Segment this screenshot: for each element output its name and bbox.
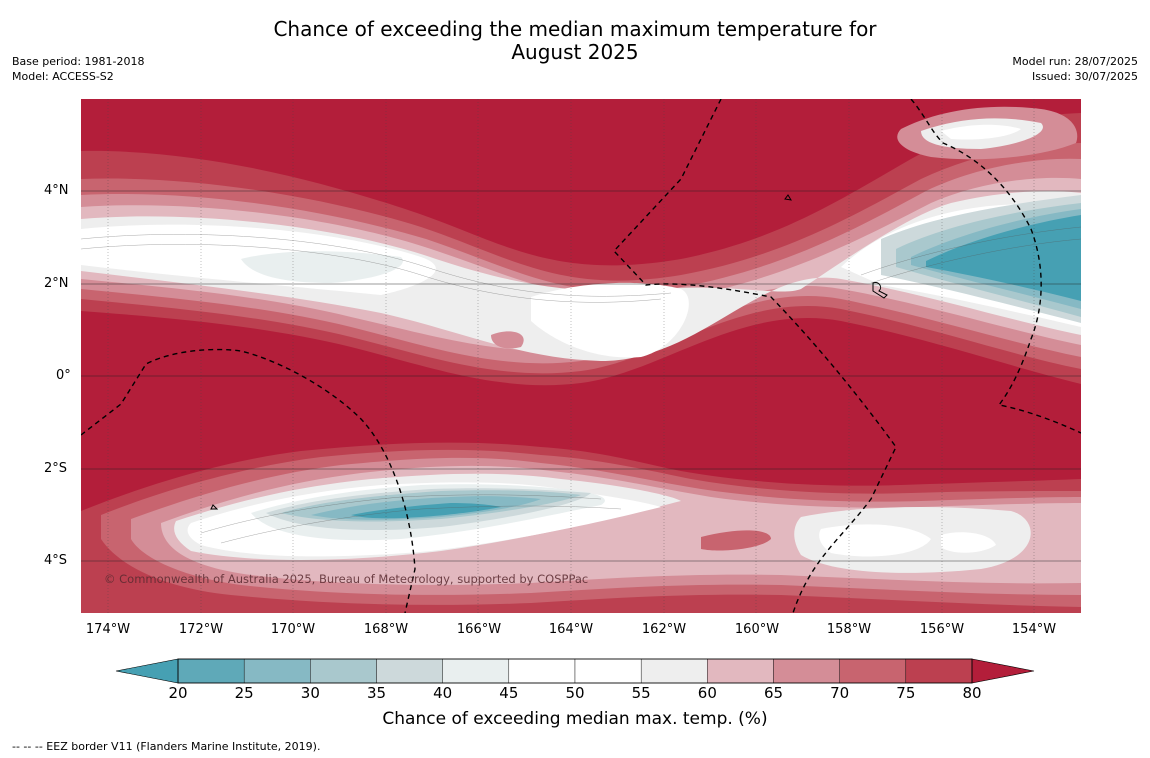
forecast-map-svg [81,99,1081,613]
colorbar-tick-label: 20 [168,684,188,702]
lon-label-166w: 166°W [456,622,502,637]
islands [210,194,888,510]
colorbar-tick-label: 45 [499,684,519,702]
lon-label-168w: 168°W [363,622,409,637]
base-period: Base period: 1981-2018 [12,55,145,68]
colorbar-over-triangle [971,658,1035,684]
colorbar-tick-label: 65 [763,684,784,702]
lat-label-4n: 4°N [44,183,69,198]
map-title-line1: Chance of exceeding the median maximum t… [273,17,877,41]
forecast-map [81,99,1081,613]
lon-label-160w: 160°W [734,622,780,637]
contour-50-south-east-a [819,524,931,557]
colorbar-segment [905,658,973,684]
contour-60-north [81,177,1081,351]
colorbar-segment [839,658,907,684]
lon-label-170w: 170°W [270,622,316,637]
latitude-lines [81,190,1081,562]
colorbar-segment [773,658,840,684]
lat-label-0: 0° [56,368,71,383]
colorbar-segment [640,658,708,684]
copyright-notice: © Commonwealth of Australia 2025, Bureau… [104,572,589,586]
meta-right: Model run: 28/07/2025 Issued: 30/07/2025 [1012,54,1138,84]
eez-borders [81,99,1081,613]
colorbar-under-triangle [115,658,179,684]
lon-label-174w: 174°W [85,622,131,637]
lon-label-172w: 172°W [178,622,224,637]
lon-label-158w: 158°W [826,622,872,637]
meta-left: Base period: 1981-2018 Model: ACCESS-S2 [12,54,144,84]
colorbar-segment [177,658,245,684]
colorbar-tick-label: 75 [896,684,916,702]
lon-label-156w: 156°W [919,622,965,637]
contour-55-north [81,191,1081,361]
model-run: Model run: 28/07/2025 [1012,55,1138,68]
model-name: Model: ACCESS-S2 [12,70,114,83]
colorbar-tick-label: 25 [234,684,254,702]
map-title: Chance of exceeding the median maximum t… [0,18,1150,64]
lon-label-164w: 164°W [548,622,594,637]
colorbar-segment [376,658,443,684]
colorbar-segment [442,658,510,684]
colorbar-tick-label: 55 [631,684,651,702]
colorbar-tick-label: 80 [962,684,982,702]
contour-50-south-east-b [941,532,996,553]
colorbar-tick-label: 70 [830,684,850,702]
colorbar-segment [574,658,642,684]
contour-20-north-east [926,215,1081,301]
colorbar-tick-label: 30 [300,684,320,702]
lat-label-4s: 4°S [44,553,68,568]
lon-label-154w: 154°W [1011,622,1057,637]
lon-label-162w: 162°W [641,622,687,637]
colorbar-tick-label: 40 [433,684,453,702]
colorbar-segment [310,658,377,684]
colorbar-segment [243,658,311,684]
colorbar-frame [177,658,973,684]
colorbar-segments [177,658,973,684]
contour-20-south [351,503,501,519]
issued-date: Issued: 30/07/2025 [1031,70,1138,83]
contour-65-patch [491,331,524,349]
colorbar-segment [508,658,576,684]
contour-lines [81,226,1081,544]
contour-50-northeast [941,124,1021,140]
colorbar-tick-label: 50 [565,684,585,702]
colorbar-tick-label: 60 [697,684,717,702]
lat-label-2s: 2°S [44,461,68,476]
contour-70-south-patch [701,530,771,551]
colorbar-tick-label: 35 [366,684,387,702]
map-title-line2: August 2025 [511,40,639,64]
eez-footnote: -- -- -- EEZ border V11 (Flanders Marine… [12,740,321,753]
colorbar [115,658,1035,684]
contour-40-north-west [241,251,403,283]
colorbar-title: Chance of exceeding median max. temp. (%… [382,709,768,729]
colorbar-segment [707,658,774,684]
lat-label-2n: 2°N [44,276,69,291]
